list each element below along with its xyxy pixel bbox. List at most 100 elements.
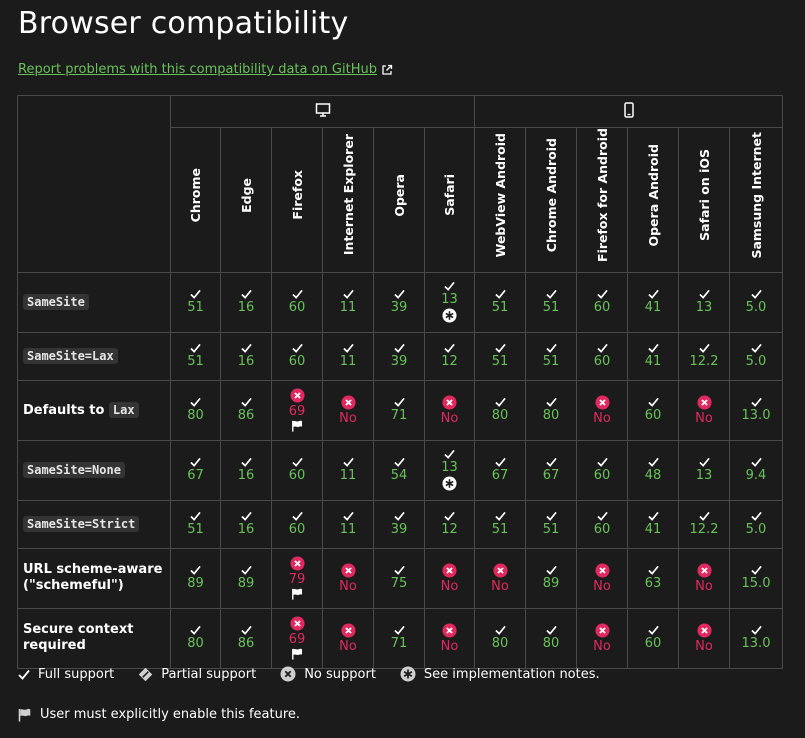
version-label: No — [593, 638, 611, 654]
no-support-icon — [340, 395, 356, 410]
version-label: No — [339, 410, 357, 426]
support-cell-yes[interactable]: 39 — [373, 499, 425, 549]
support-cell-yes[interactable]: 12 — [424, 499, 475, 549]
support-cell-yes[interactable]: 80 — [525, 607, 577, 669]
support-cell-yes[interactable]: 71 — [373, 379, 425, 441]
support-cell-yes[interactable]: 60 — [627, 379, 679, 441]
support-cell-no[interactable]: No — [322, 379, 374, 441]
support-cell-no[interactable]: 69 — [271, 607, 323, 669]
support-cell-yes[interactable]: 16 — [220, 499, 272, 549]
support-cell-yes[interactable]: 11 — [322, 499, 374, 549]
version-label: 60 — [644, 408, 662, 424]
support-cell-no[interactable]: 69 — [271, 379, 323, 441]
support-cell-yes[interactable]: 41 — [627, 331, 679, 381]
support-cell-yes[interactable]: 60 — [271, 271, 323, 333]
support-cell-yes[interactable]: 9.4 — [729, 439, 783, 501]
support-cell-yes[interactable]: 80 — [170, 607, 221, 669]
version-label: 51 — [491, 300, 509, 316]
support-cell-yes[interactable]: 16 — [220, 439, 272, 501]
no-support-icon — [442, 563, 457, 578]
support-cell-yes[interactable]: 13 — [678, 271, 730, 333]
support-cell-no[interactable]: 79 — [271, 547, 323, 609]
support-cell-yes[interactable]: 86 — [220, 607, 272, 669]
support-cell-yes[interactable]: 51 — [525, 331, 577, 381]
support-cell-yes[interactable]: 51 — [474, 331, 526, 381]
support-cell-yes[interactable]: 11 — [322, 271, 374, 333]
support-cell-no[interactable]: No — [424, 607, 475, 669]
support-cell-yes[interactable]: 51 — [170, 499, 221, 549]
support-cell-no[interactable]: No — [576, 379, 628, 441]
support-cell-yes[interactable]: 39 — [373, 331, 425, 381]
support-cell-yes[interactable]: 13.0 — [729, 379, 783, 441]
support-cell-yes[interactable]: 11 — [322, 331, 374, 381]
version-label: No — [440, 638, 459, 654]
support-cell-yes[interactable]: 60 — [576, 499, 628, 549]
support-cell-yes[interactable]: 51 — [170, 271, 221, 333]
support-cell-yes[interactable]: 80 — [474, 607, 526, 669]
support-cell-yes[interactable]: 67 — [525, 439, 577, 501]
support-cell-yes[interactable]: 16 — [220, 271, 272, 333]
support-cell-yes[interactable]: 89 — [170, 547, 221, 609]
support-cell-yes[interactable]: 63 — [627, 547, 679, 609]
support-cell-yes[interactable]: 60 — [576, 271, 628, 333]
no-support-icon — [289, 556, 305, 571]
support-cell-yes[interactable]: 13 — [424, 271, 475, 333]
support-cell-yes[interactable]: 13 — [424, 439, 475, 501]
support-cell-yes[interactable]: 80 — [474, 379, 526, 441]
support-cell-yes[interactable]: 80 — [525, 379, 577, 441]
support-cell-yes[interactable]: 60 — [627, 607, 679, 669]
support-cell-no[interactable]: No — [474, 547, 526, 609]
support-cell-yes[interactable]: 5.0 — [729, 271, 783, 333]
support-cell-yes[interactable]: 60 — [576, 331, 628, 381]
support-cell-yes[interactable]: 12.2 — [678, 499, 730, 549]
support-cell-no[interactable]: No — [678, 607, 730, 669]
check-icon — [393, 458, 405, 468]
support-cell-yes[interactable]: 39 — [373, 271, 425, 333]
support-cell-yes[interactable]: 41 — [627, 499, 679, 549]
support-cell-yes[interactable]: 67 — [474, 439, 526, 501]
support-cell-yes[interactable]: 13 — [678, 439, 730, 501]
support-cell-no[interactable]: No — [322, 547, 374, 609]
support-cell-yes[interactable]: 86 — [220, 379, 272, 441]
support-cell-yes[interactable]: 11 — [322, 439, 374, 501]
support-cell-yes[interactable]: 15.0 — [729, 547, 783, 609]
support-cell-yes[interactable]: 16 — [220, 331, 272, 381]
support-cell-yes[interactable]: 60 — [271, 499, 323, 549]
report-problems-link[interactable]: Report problems with this compatibility … — [18, 62, 393, 77]
support-cell-yes[interactable]: 12.2 — [678, 331, 730, 381]
support-cell-yes[interactable]: 75 — [373, 547, 425, 609]
support-cell-yes[interactable]: 89 — [525, 547, 577, 609]
support-cell-no[interactable]: No — [576, 607, 628, 669]
support-cell-yes[interactable]: 51 — [170, 331, 221, 381]
support-cell-yes[interactable]: 60 — [576, 439, 628, 501]
support-cell-yes[interactable]: 51 — [474, 499, 526, 549]
support-cell-yes[interactable]: 71 — [373, 607, 425, 669]
support-cell-yes[interactable]: 5.0 — [729, 331, 783, 381]
support-cell-yes[interactable]: 67 — [170, 439, 221, 501]
support-cell-no[interactable]: No — [424, 547, 475, 609]
version-label: 9.4 — [745, 468, 767, 484]
support-cell-yes[interactable]: 60 — [271, 439, 323, 501]
support-cell-no[interactable]: No — [322, 607, 374, 669]
feature-code: SameSite=None — [23, 461, 125, 478]
support-cell-no[interactable]: No — [424, 379, 475, 441]
support-cell-yes[interactable]: 5.0 — [729, 499, 783, 549]
support-cell-no[interactable]: No — [678, 547, 730, 609]
support-cell-yes[interactable]: 51 — [525, 271, 577, 333]
support-cell-yes[interactable]: 51 — [525, 499, 577, 549]
support-cell-yes[interactable]: 80 — [170, 379, 221, 441]
support-cell-yes[interactable]: 89 — [220, 547, 272, 609]
support-cell-yes[interactable]: 48 — [627, 439, 679, 501]
support-cell-yes[interactable]: 41 — [627, 271, 679, 333]
support-cell-yes[interactable]: 60 — [271, 331, 323, 381]
support-cell-yes[interactable]: 13.0 — [729, 607, 783, 669]
legend-full-label: Full support — [38, 666, 115, 682]
support-cell-yes[interactable]: 54 — [373, 439, 425, 501]
no-support-icon — [492, 563, 508, 578]
support-cell-yes[interactable]: 51 — [474, 271, 526, 333]
browser-name: Internet Explorer — [340, 134, 356, 256]
support-cell-no[interactable]: No — [678, 379, 730, 441]
support-cell-yes[interactable]: 12 — [424, 331, 475, 381]
support-cell-no[interactable]: No — [576, 547, 628, 609]
feature-name: SameSite=Lax — [17, 331, 171, 381]
